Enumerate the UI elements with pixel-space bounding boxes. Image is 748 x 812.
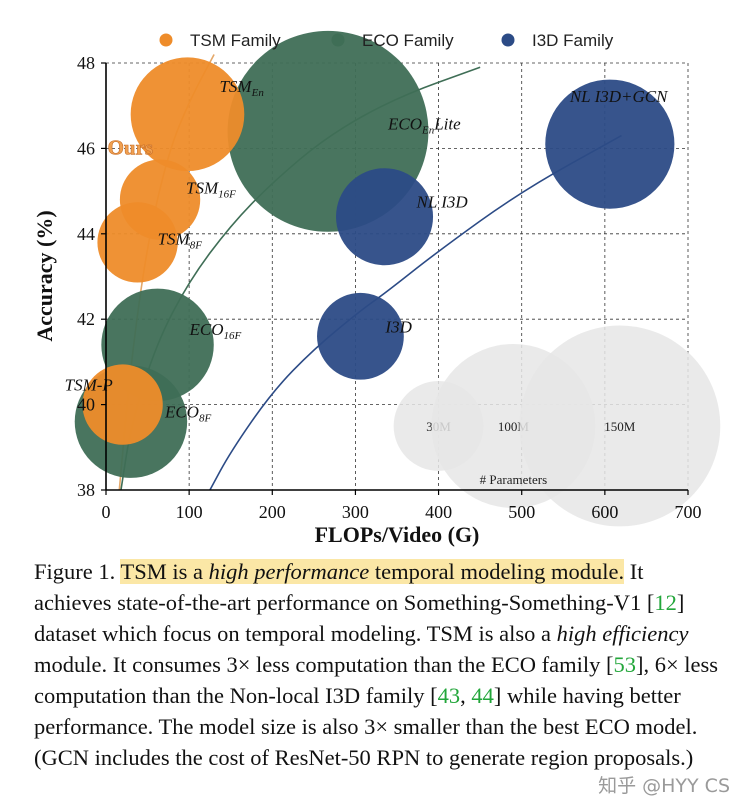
legend-marker-tsm	[159, 33, 173, 47]
x-tick-label-0: 0	[102, 502, 111, 522]
caption-figure-label: Figure 1.	[34, 559, 116, 584]
bubble-nl-i3d	[336, 168, 434, 266]
y-axis-title: Accuracy (%)	[32, 210, 57, 341]
point-label-tsmen: TSMEn	[219, 77, 264, 99]
ours-annotation: Ours	[108, 135, 154, 159]
caption-em-efficiency: high efficiency	[556, 621, 689, 646]
legend-marker-eco	[331, 33, 345, 47]
y-tick-label-48: 48	[77, 53, 95, 73]
point-label-nl-i3d-gcn: NL I3D+GCN	[569, 87, 669, 106]
x-tick-label-600: 600	[591, 502, 618, 522]
caption-highlight-pre: TSM is a	[120, 559, 209, 584]
point-label-tsm-p: TSM-P	[65, 376, 113, 395]
citation-link-43[interactable]: 43	[437, 683, 461, 708]
caption-highlight: TSM is a high performance temporal model…	[120, 559, 625, 584]
legend-label-eco: ECO Family	[362, 31, 454, 50]
caption-text-4: ], 6× less computation than the Non-loca…	[34, 652, 719, 708]
citation-link-53[interactable]: 53	[613, 652, 636, 677]
x-tick-label-200: 200	[259, 502, 286, 522]
x-tick-label-700: 700	[675, 502, 702, 522]
size-legend-label-150M: 150M	[604, 419, 636, 434]
y-tick-label-44: 44	[77, 224, 95, 244]
bubble-tsm-p	[82, 364, 163, 445]
bubble-i3d	[317, 292, 404, 380]
family-legend: TSM Family ECO Family I3D Family	[159, 31, 614, 50]
bubble-nl-i3d-gcn	[545, 79, 675, 209]
bubble-tsmen	[130, 57, 245, 172]
caption-highlight-em: high performance	[208, 559, 370, 584]
x-tick-label-400: 400	[425, 502, 452, 522]
y-tick-label-42: 42	[77, 309, 95, 329]
watermark: 知乎 @HYY CS	[598, 775, 730, 797]
data-points: ECOEnLite NL I3D+GCN TSMEn ECO8F ECO16F NL I3…	[65, 30, 675, 478]
x-tick-label-300: 300	[342, 502, 369, 522]
point-label-tsm16f: TSM16F	[186, 179, 236, 201]
point-label-nl-i3d: NL I3D	[416, 193, 469, 212]
point-label-eco8f: ECO8F	[164, 403, 212, 425]
y-tick-label-38: 38	[77, 480, 95, 500]
caption-text-1: It achieves state-of-the-art performance…	[34, 559, 655, 615]
axes: 0 100 200 300 400 500 600 700 38 40 42 44 46 48	[77, 53, 702, 522]
caption-text-5: ,	[460, 683, 472, 708]
citation-link-44[interactable]: 44	[471, 683, 494, 708]
point-label-eco16f: ECO16F	[189, 320, 242, 342]
parameter-size-legend: 30M100M150M# Parameters	[393, 325, 721, 527]
bubble-tsm16f	[119, 159, 201, 240]
legend-label-tsm: TSM Family	[190, 31, 281, 50]
x-tick-label-500: 500	[508, 502, 535, 522]
citation-link-12[interactable]: 12	[654, 590, 677, 615]
y-tick-label-46: 46	[77, 138, 95, 158]
caption-text-3: module. It consumes 3× less computation …	[34, 652, 614, 677]
point-label-tsm8f: TSM8F	[158, 229, 203, 251]
size-legend-title: # Parameters	[480, 472, 548, 487]
y-tick-label-40: 40	[77, 395, 95, 415]
legend-label-i3d: I3D Family	[532, 31, 614, 50]
caption-text-6: ] while having better performance. The m…	[34, 683, 698, 770]
x-tick-label-100: 100	[176, 502, 203, 522]
caption-highlight-post: temporal modeling module.	[369, 559, 625, 584]
point-label-ecoenlite: ECOEnLite	[387, 114, 461, 136]
point-label-i3d: I3D	[384, 317, 412, 336]
figure-caption: Figure 1. TSM is a high performance temp…	[34, 556, 724, 773]
legend-marker-i3d	[501, 33, 515, 47]
caption-text-2: ] dataset which focus on temporal modeli…	[34, 590, 685, 646]
x-axis-title: FLOPs/Video (G)	[315, 522, 480, 547]
size-legend-bubble-150M	[519, 325, 721, 527]
